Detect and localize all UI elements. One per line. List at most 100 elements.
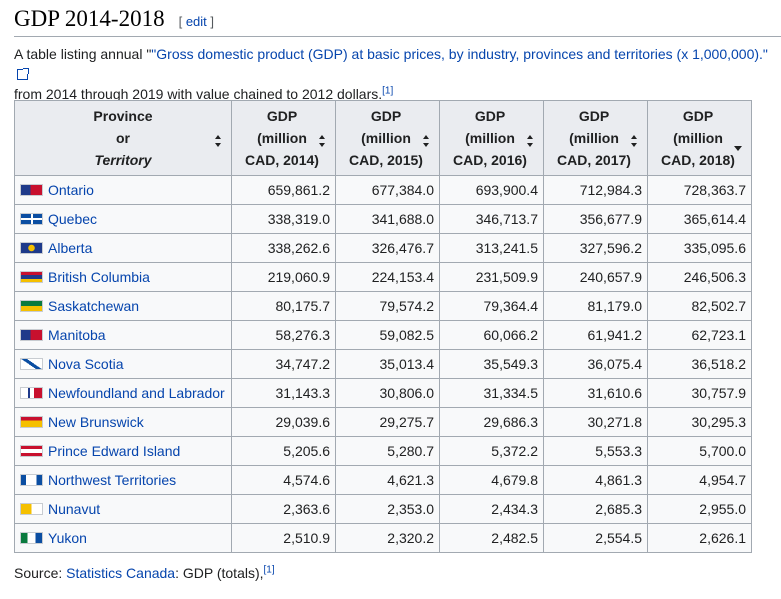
- gdp-value-cell: 4,574.6: [231, 465, 336, 495]
- edit-close-bracket: ]: [210, 14, 215, 29]
- statistics-canada-link[interactable]: Statistics Canada: [66, 565, 176, 581]
- manitoba-flag-icon[interactable]: [20, 329, 43, 342]
- alberta-flag-icon[interactable]: [20, 242, 43, 255]
- gdp-value-cell: 659,861.2: [231, 175, 336, 205]
- table-row: Newfoundland and Labrador 31,143.3 30,806.…: [14, 378, 752, 408]
- sort-descending-icon[interactable]: [734, 131, 742, 153]
- gdp-value-cell: 224,153.4: [335, 262, 440, 292]
- section-divider: [14, 36, 781, 37]
- gdp-value-cell: 326,476.7: [335, 233, 440, 263]
- gdp-header-line2: (million: [257, 130, 307, 146]
- pei-flag-icon[interactable]: [20, 445, 43, 458]
- quebec-flag-icon[interactable]: [20, 213, 43, 226]
- sort-icon[interactable]: [527, 131, 534, 153]
- gdp-value-cell: 2,482.5: [439, 523, 544, 553]
- province-link[interactable]: Saskatchewan: [48, 298, 140, 314]
- gdp-value-cell: 246,506.3: [647, 262, 752, 292]
- yukon-flag-icon[interactable]: [20, 532, 43, 545]
- province-cell: Quebec: [14, 204, 232, 234]
- gdp-value-cell: 677,384.0: [335, 175, 440, 205]
- province-link[interactable]: British Columbia: [48, 269, 150, 285]
- gdp-value-cell: 59,082.5: [335, 320, 440, 350]
- province-link[interactable]: Alberta: [48, 240, 93, 256]
- gdp-value-cell: 36,518.2: [647, 349, 752, 379]
- column-header-gdp-2018[interactable]: GDP (million CAD, 2018): [647, 100, 752, 176]
- nova-scotia-flag-icon[interactable]: [20, 358, 43, 371]
- gdp-value-cell: 327,596.2: [543, 233, 648, 263]
- gdp-value-cell: 693,900.4: [439, 175, 544, 205]
- table-row: Alberta 338,262.6 326,476.7 313,241.5 327,59…: [14, 233, 752, 263]
- province-link[interactable]: Nova Scotia: [48, 356, 124, 372]
- newfoundland-flag-icon[interactable]: [20, 387, 43, 400]
- sort-icon[interactable]: [215, 131, 222, 153]
- gdp-value-cell: 34,747.2: [231, 349, 336, 379]
- province-link[interactable]: Manitoba: [48, 327, 106, 343]
- gdp-value-cell: 80,175.7: [231, 291, 336, 321]
- gdp-header-year: CAD, 2015): [349, 152, 423, 168]
- province-link[interactable]: Newfoundland and Labrador: [48, 385, 225, 401]
- column-header-gdp-2015[interactable]: GDP (million CAD, 2015): [335, 100, 440, 176]
- gdp-value-cell: 79,574.2: [335, 291, 440, 321]
- gdp-header-line1: GDP: [682, 108, 714, 124]
- gdp-value-cell: 62,723.1: [647, 320, 752, 350]
- table-row: Nova Scotia 34,747.2 35,013.4 35,549.3 36,07…: [14, 349, 752, 379]
- gdp-value-cell: 2,955.0: [647, 494, 752, 524]
- sort-icon[interactable]: [319, 131, 326, 153]
- table-row: Quebec 338,319.0 341,688.0 346,713.7 356,677…: [14, 204, 752, 234]
- caption-ref-link[interactable]: [1]: [382, 85, 394, 97]
- column-header-province[interactable]: Province or Territory: [14, 100, 232, 176]
- column-header-gdp-2017[interactable]: GDP (million CAD, 2017): [543, 100, 648, 176]
- province-link[interactable]: Northwest Territories: [48, 472, 177, 488]
- gdp-value-cell: 5,372.2: [439, 436, 544, 466]
- province-link[interactable]: Quebec: [48, 211, 98, 227]
- province-cell: Manitoba: [14, 320, 232, 350]
- province-link[interactable]: Ontario: [48, 182, 94, 198]
- gdp-value-cell: 712,984.3: [543, 175, 648, 205]
- gdp-header-line2: (million: [361, 130, 411, 146]
- nwt-flag-icon[interactable]: [20, 474, 43, 487]
- sort-icon[interactable]: [631, 131, 638, 153]
- province-link[interactable]: Prince Edward Island: [48, 443, 181, 459]
- province-link[interactable]: Yukon: [48, 530, 87, 546]
- gdp-header-line2: (million: [465, 130, 515, 146]
- gdp-value-cell: 2,363.6: [231, 494, 336, 524]
- province-cell: Nova Scotia: [14, 349, 232, 379]
- gdp-value-cell: 5,280.7: [335, 436, 440, 466]
- edit-section: [ edit ]: [179, 14, 214, 29]
- gdp-value-cell: 31,610.6: [543, 378, 648, 408]
- ontario-flag-icon[interactable]: [20, 184, 43, 197]
- table-row: British Columbia 219,060.9 224,153.4 231,50…: [14, 262, 752, 292]
- province-link[interactable]: Nunavut: [48, 501, 101, 517]
- source-ref-link[interactable]: [1]: [263, 564, 275, 576]
- gdp-header-year: CAD, 2014): [245, 152, 319, 168]
- sort-icon[interactable]: [423, 131, 430, 153]
- gdp-value-cell: 365,614.4: [647, 204, 752, 234]
- british-columbia-flag-icon[interactable]: [20, 271, 43, 284]
- saskatchewan-flag-icon[interactable]: [20, 300, 43, 313]
- nunavut-flag-icon[interactable]: [20, 503, 43, 516]
- table-row: Prince Edward Island 5,205.6 5,280.7 5,372.…: [14, 436, 752, 466]
- column-header-gdp-2016[interactable]: GDP (million CAD, 2016): [439, 100, 544, 176]
- new-brunswick-flag-icon[interactable]: [20, 416, 43, 429]
- gdp-value-cell: 356,677.9: [543, 204, 648, 234]
- province-cell: British Columbia: [14, 262, 232, 292]
- gdp-value-cell: 240,657.9: [543, 262, 648, 292]
- gdp-header-year: CAD, 2016): [453, 152, 527, 168]
- province-cell: Newfoundland and Labrador: [14, 378, 232, 408]
- province-cell: Prince Edward Island: [14, 436, 232, 466]
- gdp-header-year: CAD, 2018): [661, 152, 735, 168]
- province-cell: Nunavut: [14, 494, 232, 524]
- gdp-value-cell: 338,319.0: [231, 204, 336, 234]
- caption-source-link[interactable]: "Gross domestic product (GDP) at basic p…: [151, 46, 768, 62]
- table-row: Ontario 659,861.2 677,384.0 693,900.4 712,98…: [14, 175, 752, 205]
- caption-after: from 2014 through 2019 with value chaine…: [14, 86, 383, 102]
- gdp-value-cell: 5,553.3: [543, 436, 648, 466]
- column-header-gdp-2014[interactable]: GDP (million CAD, 2014): [231, 100, 336, 176]
- gdp-value-cell: 728,363.7: [647, 175, 752, 205]
- gdp-value-cell: 5,205.6: [231, 436, 336, 466]
- gdp-value-cell: 5,700.0: [647, 436, 752, 466]
- edit-link[interactable]: edit: [185, 14, 207, 29]
- gdp-value-cell: 36,075.4: [543, 349, 648, 379]
- province-link[interactable]: New Brunswick: [48, 414, 144, 430]
- gdp-value-cell: 4,679.8: [439, 465, 544, 495]
